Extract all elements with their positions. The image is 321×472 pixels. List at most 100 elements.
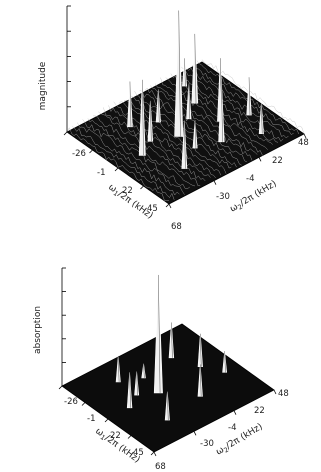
spectrum-peak bbox=[126, 372, 133, 409]
spectrum-peak bbox=[197, 364, 203, 397]
magnitude-y-tick: 22 bbox=[272, 156, 283, 166]
spectrum-peak bbox=[192, 120, 198, 149]
noise-line bbox=[82, 119, 185, 195]
peak-shade bbox=[224, 351, 226, 373]
spectrum-peak bbox=[222, 351, 228, 373]
absorption-spectrum-chart: absorption -26 -1 22 45 68 -30 -4 22 48 … bbox=[33, 267, 289, 472]
x-axis-tick-mark bbox=[81, 402, 86, 406]
peak-shade bbox=[136, 371, 138, 396]
spectrum-peak bbox=[181, 120, 188, 169]
spectrum-peak bbox=[153, 274, 163, 394]
peak-shade bbox=[200, 333, 202, 367]
noise-line bbox=[186, 67, 289, 139]
peak-shade bbox=[199, 364, 202, 397]
spectrum-peak bbox=[155, 89, 161, 123]
magnitude-axes bbox=[63, 5, 307, 209]
absorption-x-tick: -26 bbox=[64, 397, 78, 407]
noise-line bbox=[72, 125, 175, 200]
x-axis-tick-mark bbox=[58, 385, 63, 390]
noise-line bbox=[201, 59, 305, 134]
absorption-y-tick: -4 bbox=[228, 423, 236, 433]
magnitude-x-tick: -26 bbox=[72, 149, 86, 159]
y-axis-tick-mark bbox=[213, 180, 217, 185]
peak-shade bbox=[158, 89, 160, 123]
noise-line bbox=[108, 105, 211, 178]
peak-shade bbox=[184, 58, 186, 87]
absorption-y-tick: 48 bbox=[278, 389, 289, 399]
peak-shade bbox=[117, 355, 120, 382]
spectrum-peak bbox=[164, 391, 170, 421]
absorption-y-tick: 22 bbox=[254, 406, 265, 416]
spectrum-peak bbox=[191, 33, 199, 104]
noise-line bbox=[165, 77, 268, 150]
x-axis-tick-mark bbox=[63, 131, 68, 136]
y-axis-tick-mark bbox=[168, 203, 172, 209]
peak-shade bbox=[158, 274, 161, 393]
peak-shade bbox=[261, 103, 263, 134]
absorption-x-tick: 68 bbox=[155, 462, 166, 472]
spectrum-peak bbox=[147, 100, 154, 142]
absorption-axes bbox=[58, 267, 277, 457]
y-axis-tick-mark bbox=[273, 389, 277, 395]
y-axis-tick-mark bbox=[258, 157, 262, 162]
x-axis-tick-mark bbox=[89, 149, 93, 154]
x-axis-tick-mark bbox=[150, 451, 155, 456]
spectrum-peak bbox=[258, 103, 264, 134]
y-axis-tick-mark bbox=[153, 451, 157, 457]
absorption-x-tick: 22 bbox=[110, 431, 121, 441]
spectrum-peak bbox=[141, 363, 146, 379]
y-axis-tick-mark bbox=[303, 133, 307, 139]
spectrum-peak bbox=[186, 83, 192, 120]
noise-line bbox=[77, 122, 180, 196]
noise-line bbox=[191, 64, 294, 135]
noise-line bbox=[144, 87, 247, 163]
spectrum-peak bbox=[246, 77, 252, 116]
peak-shade bbox=[178, 10, 181, 137]
x-axis-tick-mark bbox=[127, 435, 132, 439]
x-axis-tick-mark bbox=[104, 418, 109, 423]
spectrum-peak bbox=[168, 322, 175, 359]
magnitude-x-tick: 22 bbox=[122, 186, 133, 196]
peak-shade bbox=[184, 120, 186, 169]
y-axis-tick-mark bbox=[193, 431, 197, 436]
noise-line bbox=[118, 100, 222, 176]
peak-shade bbox=[248, 77, 251, 116]
spectrum-peak bbox=[127, 81, 133, 128]
magnitude-spectrum-chart: magnitude -26 -1 22 45 68 -30 -4 22 48 ω… bbox=[38, 5, 309, 232]
magnitude-x-tick: 45 bbox=[147, 204, 158, 214]
x-axis-tick-mark bbox=[140, 185, 144, 190]
peak-shade bbox=[167, 391, 169, 421]
absorption-x-tick: 45 bbox=[133, 448, 144, 458]
spectrum-peak bbox=[218, 81, 225, 143]
noise-line bbox=[98, 111, 201, 187]
magnitude-y-tick: 48 bbox=[298, 138, 309, 148]
peak-shade bbox=[150, 100, 152, 142]
magnitude-x-tick: 68 bbox=[171, 222, 182, 232]
peak-shade bbox=[129, 81, 132, 127]
peak-shade bbox=[194, 33, 197, 104]
noise-line bbox=[103, 107, 206, 182]
peak-shade bbox=[143, 363, 145, 378]
noise-line bbox=[134, 90, 237, 168]
magnitude-y-axis-title: ω2/2π (kHz) bbox=[228, 179, 279, 215]
absorption-x-tick: -1 bbox=[87, 414, 95, 424]
peak-shade bbox=[129, 372, 131, 408]
spectrum-peak bbox=[115, 355, 121, 383]
peak-shade bbox=[221, 81, 223, 142]
noise-line bbox=[87, 118, 190, 189]
peak-shade bbox=[171, 322, 173, 358]
magnitude-y-tick: -4 bbox=[246, 174, 254, 184]
magnitude-peaks bbox=[127, 10, 264, 169]
x-axis-tick-mark bbox=[114, 167, 119, 172]
absorption-y-axis-title: ω2/2π (kHz) bbox=[214, 422, 265, 458]
y-axis-tick-mark bbox=[233, 410, 237, 415]
noise-line bbox=[66, 127, 170, 201]
absorption-axis-title: absorption bbox=[33, 306, 43, 354]
noise-line bbox=[155, 83, 258, 155]
spectrum-peak bbox=[182, 58, 188, 87]
magnitude-x-tick: -1 bbox=[97, 168, 105, 178]
peak-shade bbox=[142, 79, 144, 156]
peak-shade bbox=[188, 83, 190, 119]
absorption-peaks bbox=[115, 274, 228, 421]
